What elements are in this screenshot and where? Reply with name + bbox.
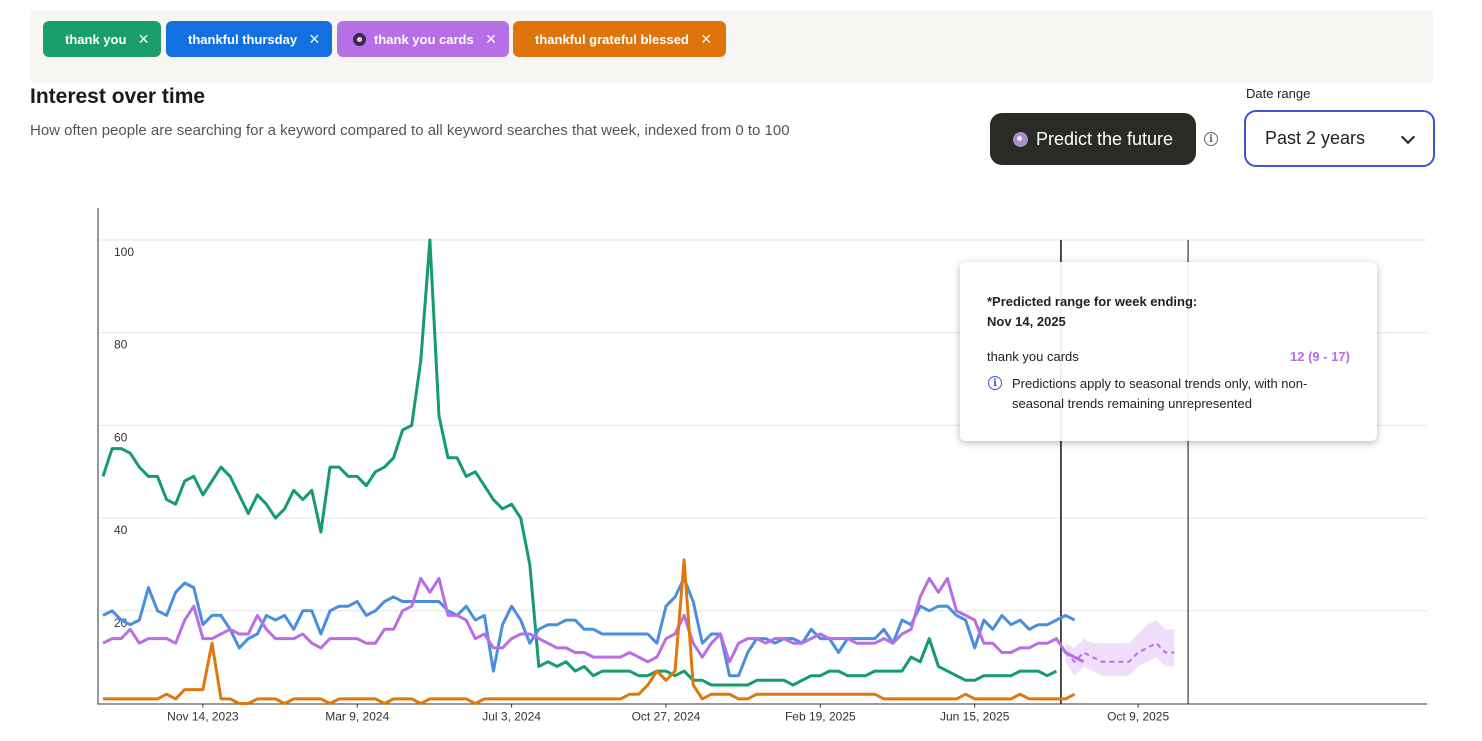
tooltip-heading-text: *Predicted range for week ending: (987, 294, 1198, 309)
x-tick-label: Jun 15, 2025 (940, 710, 1010, 724)
close-icon[interactable]: × (309, 29, 320, 49)
keyword-chip-label: thankful grateful blessed (535, 31, 689, 47)
tooltip-note: Predictions apply to seasonal trends onl… (1012, 376, 1308, 411)
predict-button-label: Predict the future (1035, 128, 1174, 149)
y-tick-label: 60 (114, 430, 128, 444)
x-tick-label: Oct 9, 2025 (1107, 710, 1169, 724)
keyword-chip-thankful-grateful-blessed[interactable]: thankful grateful blessed × (513, 21, 726, 57)
tooltip-series-name: thank you cards (987, 349, 1079, 364)
date-range-value: Past 2 years (1265, 128, 1366, 148)
y-tick-label: 80 (114, 338, 128, 352)
series-line-thank-you-cards (102, 576, 1085, 664)
y-tick-label: 40 (114, 523, 128, 537)
series-line-thankful-grateful-blessed (103, 558, 1076, 705)
prediction-range-band (1065, 620, 1175, 676)
date-range-select[interactable]: Past 2 years (1244, 110, 1435, 167)
x-tick-label: Oct 27, 2024 (632, 710, 701, 724)
keyword-chip-label: thank you cards (374, 31, 474, 47)
info-icon[interactable]: i (1204, 132, 1218, 146)
keyword-chip-bar: thank you × thankful thursday × thank yo… (30, 10, 1433, 82)
series-line-thank-you (101, 238, 1058, 687)
keyword-chip-label: thankful thursday (188, 31, 298, 47)
date-range-label: Date range (1246, 86, 1311, 101)
series-line-thankful-thursday (102, 576, 1076, 678)
close-icon[interactable]: × (485, 29, 497, 49)
x-tick-label: Mar 9, 2024 (325, 710, 389, 724)
y-tick-label: 100 (114, 245, 134, 259)
prediction-tooltip: *Predicted range for week ending: Nov 14… (960, 262, 1377, 441)
x-tick-label: Jul 3, 2024 (482, 710, 541, 724)
y-tick-label: 20 (114, 616, 128, 630)
x-tick-label: Feb 19, 2025 (785, 710, 856, 724)
keyword-chip-thank-you-cards[interactable]: thank you cards × (337, 21, 509, 57)
info-icon: i (988, 376, 1002, 390)
series-line-thank-you-cards-predicted (1064, 642, 1175, 663)
tooltip-heading: *Predicted range for week ending: Nov 14… (987, 292, 1317, 332)
keyword-chip-label: thank you (65, 31, 127, 47)
predict-the-future-button[interactable]: Predict the future (990, 113, 1196, 165)
section-title: Interest over time (30, 85, 206, 108)
crystal-ball-icon (1012, 131, 1028, 147)
close-icon[interactable]: × (138, 29, 149, 49)
tooltip-series-value: 12 (9 - 17) (1290, 349, 1350, 364)
x-tick-label: Nov 14, 2023 (167, 710, 239, 724)
keyword-chip-thankful-thursday[interactable]: thankful thursday × (166, 21, 332, 57)
section-subtitle: How often people are searching for a key… (30, 122, 790, 139)
keyword-chip-thank-you[interactable]: thank you × (43, 21, 161, 57)
crystal-ball-icon (353, 32, 366, 46)
close-icon[interactable]: × (700, 29, 712, 49)
tooltip-date: Nov 14, 2025 (987, 314, 1066, 329)
